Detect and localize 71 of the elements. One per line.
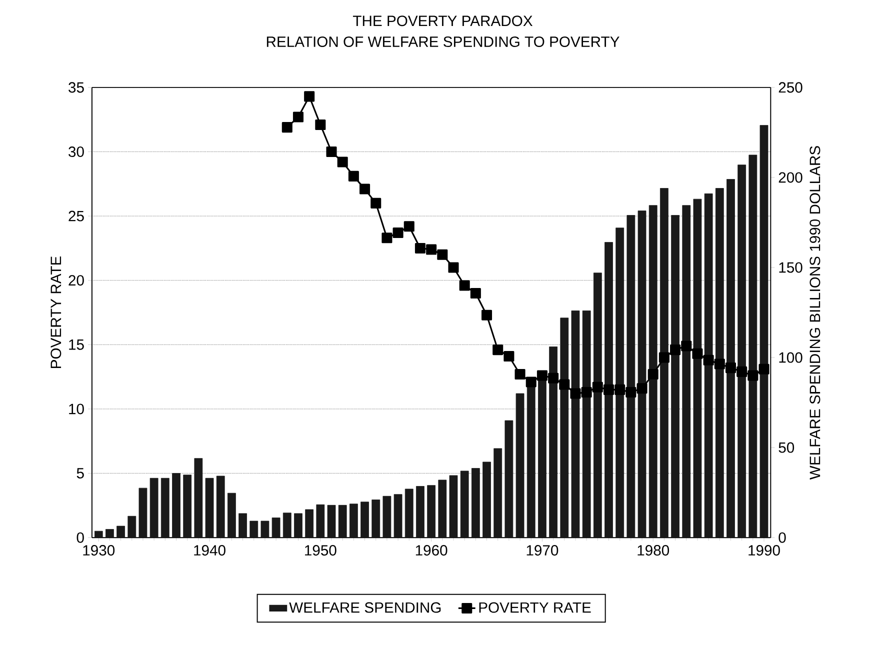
point bbox=[681, 340, 692, 352]
y-tick-label: 0 bbox=[76, 532, 84, 543]
x-tick-label: 1960 bbox=[416, 545, 448, 556]
y2-tick-label: 250 bbox=[778, 82, 802, 93]
y2-axis-title: WELFARE SPENDING BILLIONS 1990 DOLLARS bbox=[810, 146, 820, 480]
point bbox=[548, 372, 559, 384]
point bbox=[459, 280, 470, 291]
point bbox=[470, 288, 481, 299]
x-tick-label: 1940 bbox=[194, 545, 226, 556]
point bbox=[315, 120, 326, 130]
point bbox=[437, 249, 448, 260]
y-tick-label: 25 bbox=[68, 210, 84, 222]
point bbox=[648, 369, 658, 380]
y-axis-title: POVERTY RATE bbox=[50, 256, 62, 368]
point bbox=[614, 384, 626, 396]
point bbox=[703, 354, 714, 366]
y-tick-label: 30 bbox=[68, 146, 84, 158]
point bbox=[514, 369, 526, 380]
point bbox=[426, 244, 437, 255]
point bbox=[526, 376, 536, 388]
point bbox=[758, 364, 770, 374]
point bbox=[692, 348, 703, 360]
point bbox=[404, 221, 414, 232]
point bbox=[448, 262, 459, 273]
point bbox=[626, 387, 636, 398]
point bbox=[504, 351, 514, 362]
y2-tick-label: 150 bbox=[779, 262, 802, 273]
point bbox=[559, 379, 570, 390]
point bbox=[670, 344, 681, 356]
point bbox=[748, 370, 758, 381]
y-tick-label: 15 bbox=[69, 340, 84, 350]
legend-label: WELFARE SPENDING bbox=[289, 602, 441, 613]
point bbox=[337, 156, 348, 168]
y2-tick-label: 0 bbox=[778, 532, 786, 543]
point bbox=[360, 184, 370, 194]
chart-subtitle: RELATION OF WELFARE SPENDING TO POVERTY bbox=[266, 36, 620, 48]
y2-tick-label: 200 bbox=[778, 172, 802, 183]
point bbox=[326, 146, 337, 158]
y-tick-label: 35 bbox=[68, 82, 84, 93]
point bbox=[481, 310, 492, 320]
point bbox=[714, 358, 725, 370]
x-tick-label: 1950 bbox=[305, 545, 336, 556]
y-tick-label: 10 bbox=[69, 404, 84, 414]
chart-title: THE POVERTY PARADOX bbox=[352, 16, 533, 26]
point bbox=[348, 171, 359, 182]
x-tick-label: 1970 bbox=[526, 545, 558, 556]
point bbox=[603, 384, 614, 396]
point bbox=[414, 243, 426, 254]
point bbox=[282, 122, 292, 133]
point bbox=[292, 112, 304, 122]
point bbox=[636, 383, 648, 394]
point bbox=[382, 232, 392, 244]
y-tick-label: 20 bbox=[68, 275, 84, 286]
x-tick-label: 1930 bbox=[83, 545, 115, 556]
y-tick-label: 5 bbox=[76, 468, 84, 479]
y2-tick-label: 50 bbox=[778, 442, 794, 453]
point bbox=[725, 362, 736, 374]
point bbox=[492, 344, 504, 356]
point bbox=[592, 382, 603, 392]
x-tick-label: 1980 bbox=[638, 545, 670, 556]
point bbox=[370, 198, 382, 209]
point bbox=[392, 228, 404, 238]
x-tick-label: 1990 bbox=[748, 545, 780, 556]
y2-tick-label: 100 bbox=[779, 352, 802, 363]
point bbox=[304, 91, 315, 102]
point bbox=[658, 352, 670, 363]
point bbox=[736, 366, 748, 378]
point bbox=[536, 370, 548, 381]
point bbox=[570, 388, 581, 399]
legend-label: POVERTY RATE bbox=[479, 602, 591, 613]
point bbox=[581, 387, 592, 398]
